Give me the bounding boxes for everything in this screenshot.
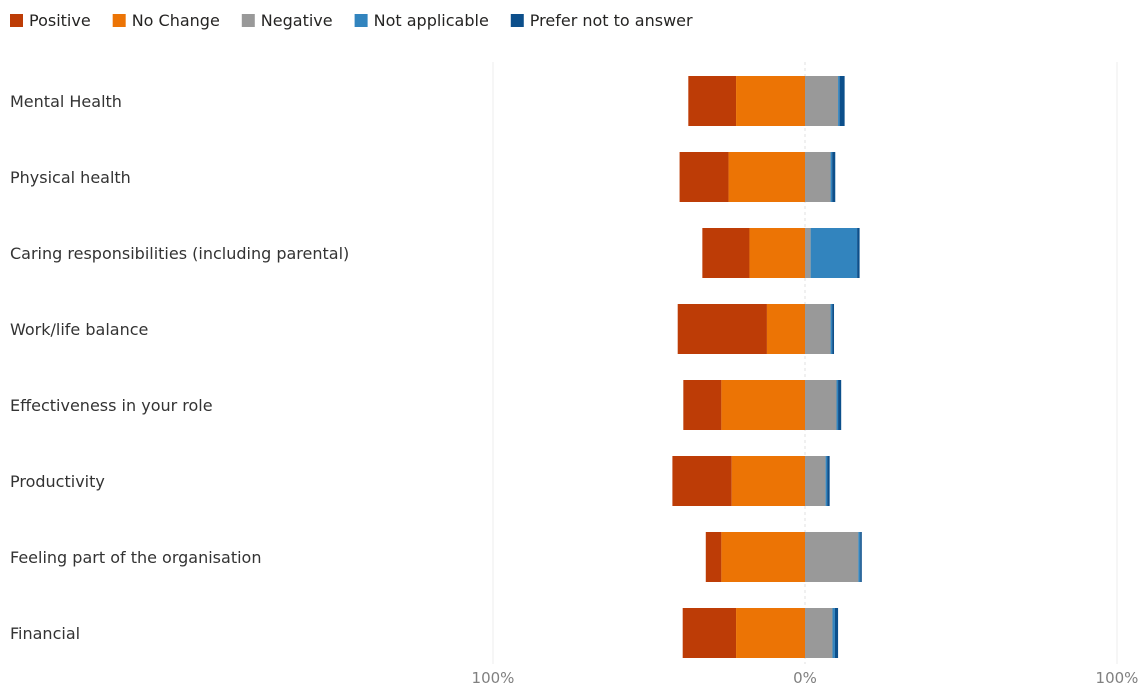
legend-swatch: [10, 14, 23, 27]
category-label-feeling-part-of-the-organisation: Feeling part of the organisation: [10, 548, 261, 567]
legend: Positive No Change Negative Not applicable P…: [10, 11, 693, 30]
bar-mental-health-no-change[interactable]: [736, 76, 805, 126]
bar-caring-responsibilities-including-parental-positive[interactable]: [702, 228, 750, 278]
bar-caring-responsibilities-including-parental-prefer-not-to-answer[interactable]: [857, 228, 860, 278]
bar-physical-health-positive[interactable]: [679, 152, 729, 202]
bar-work-life-balance-prefer-not-to-answer[interactable]: [832, 304, 835, 354]
bar-row-effectiveness-in-your-role: [683, 380, 842, 430]
legend-label: No Change: [132, 11, 220, 30]
bar-physical-health-not-applicable[interactable]: [830, 152, 833, 202]
bar-physical-health-no-change[interactable]: [728, 152, 805, 202]
bar-productivity-negative[interactable]: [805, 456, 826, 506]
bar-feeling-part-of-the-organisation-negative[interactable]: [805, 532, 859, 582]
bar-feeling-part-of-the-organisation-not-applicable[interactable]: [858, 532, 861, 582]
bar-effectiveness-in-your-role-positive[interactable]: [683, 380, 722, 430]
category-label-productivity: Productivity: [10, 472, 105, 491]
bar-feeling-part-of-the-organisation-no-change[interactable]: [721, 532, 805, 582]
bar-mental-health-not-applicable[interactable]: [838, 76, 840, 126]
x-axis-tick-labels: 100% 0% 100%: [472, 669, 1139, 687]
grid-lines: [492, 62, 1118, 664]
legend-label: Negative: [261, 11, 333, 30]
legend-item-no-change[interactable]: No Change: [112, 11, 220, 30]
legend-swatch: [354, 14, 368, 27]
bar-row-caring-responsibilities-including-parental: [702, 228, 860, 278]
legend-item-not-applicable[interactable]: Not applicable: [354, 11, 489, 30]
bar-productivity-prefer-not-to-answer[interactable]: [827, 456, 830, 506]
bar-work-life-balance-not-applicable[interactable]: [830, 304, 833, 354]
bar-financial-positive[interactable]: [682, 608, 737, 658]
bar-row-financial: [682, 608, 839, 658]
legend-label: Prefer not to answer: [530, 11, 693, 30]
bars: [672, 76, 862, 658]
bar-financial-prefer-not-to-answer[interactable]: [834, 608, 839, 658]
bar-productivity-positive[interactable]: [672, 456, 732, 506]
bar-work-life-balance-positive[interactable]: [677, 304, 767, 354]
bar-mental-health-positive[interactable]: [688, 76, 737, 126]
bar-financial-negative[interactable]: [805, 608, 833, 658]
bar-physical-health-negative[interactable]: [805, 152, 831, 202]
legend-item-positive[interactable]: Positive: [10, 11, 91, 30]
bar-effectiveness-in-your-role-no-change[interactable]: [721, 380, 805, 430]
x-tick-label-2: 100%: [1096, 669, 1139, 687]
legend-item-prefer-not-to-answer[interactable]: Prefer not to answer: [510, 11, 693, 30]
category-label-effectiveness-in-your-role: Effectiveness in your role: [10, 396, 213, 415]
category-label-mental-health: Mental Health: [10, 92, 122, 111]
bar-mental-health-prefer-not-to-answer[interactable]: [839, 76, 845, 126]
legend-label: Positive: [29, 11, 91, 30]
x-tick-label-0: 100%: [472, 669, 515, 687]
bar-effectiveness-in-your-role-not-applicable[interactable]: [836, 380, 839, 430]
bar-caring-responsibilities-including-parental-no-change[interactable]: [749, 228, 805, 278]
bar-physical-health-prefer-not-to-answer[interactable]: [832, 152, 836, 202]
bar-mental-health-negative[interactable]: [805, 76, 839, 126]
category-label-physical-health: Physical health: [10, 168, 131, 187]
category-label-financial: Financial: [10, 624, 80, 643]
category-label-caring-responsibilities-including-parental: Caring responsibilities (including paren…: [10, 244, 349, 263]
legend-label: Not applicable: [374, 11, 489, 30]
bar-productivity-no-change[interactable]: [731, 456, 805, 506]
bar-financial-no-change[interactable]: [736, 608, 805, 658]
legend-swatch: [510, 14, 524, 27]
bar-effectiveness-in-your-role-prefer-not-to-answer[interactable]: [838, 380, 842, 430]
bar-row-productivity: [672, 456, 830, 506]
bar-effectiveness-in-your-role-negative[interactable]: [805, 380, 837, 430]
category-label-work-life-balance: Work/life balance: [10, 320, 148, 339]
bar-financial-not-applicable[interactable]: [832, 608, 835, 658]
bar-row-mental-health: [688, 76, 845, 126]
bar-work-life-balance-no-change[interactable]: [766, 304, 805, 354]
legend-item-negative[interactable]: Negative: [241, 11, 333, 30]
bar-row-feeling-part-of-the-organisation: [705, 532, 862, 582]
bar-row-work-life-balance: [677, 304, 835, 354]
bar-work-life-balance-negative[interactable]: [805, 304, 831, 354]
legend-swatch: [241, 14, 255, 27]
bar-feeling-part-of-the-organisation-prefer-not-to-answer[interactable]: [860, 532, 862, 582]
bar-row-physical-health: [679, 152, 836, 202]
bar-caring-responsibilities-including-parental-negative[interactable]: [805, 228, 811, 278]
category-labels: Mental Health Physical health Caring respo…: [10, 92, 349, 643]
bar-productivity-not-applicable[interactable]: [825, 456, 828, 506]
legend-swatch: [112, 14, 126, 27]
bar-caring-responsibilities-including-parental-not-applicable[interactable]: [810, 228, 858, 278]
x-tick-label-1: 0%: [793, 669, 817, 687]
bar-feeling-part-of-the-organisation-positive[interactable]: [705, 532, 722, 582]
